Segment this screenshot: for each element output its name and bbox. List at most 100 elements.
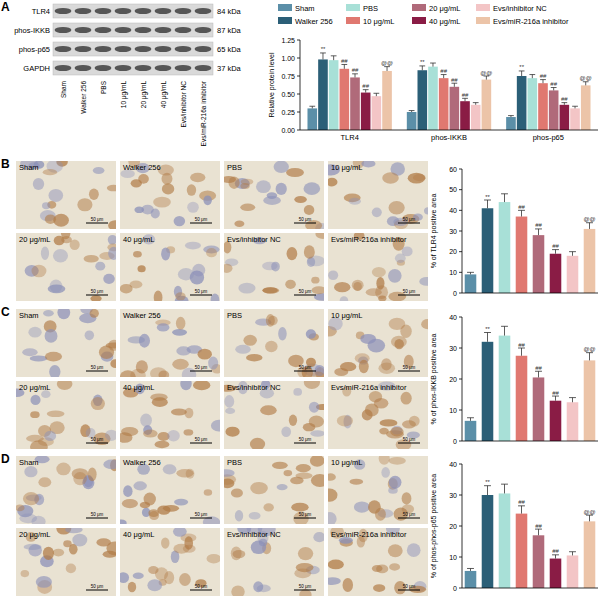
cell <box>225 408 235 414</box>
scale-bar <box>190 443 212 444</box>
error-cap <box>552 554 559 555</box>
cell <box>304 381 320 389</box>
tissue-background <box>16 456 116 524</box>
y-tick-label: 0 <box>453 585 457 592</box>
bar <box>533 235 545 293</box>
cell <box>175 292 185 300</box>
cell <box>161 247 170 260</box>
cell <box>61 233 71 239</box>
y-tick-label: 40 <box>449 314 457 321</box>
error-bar <box>309 106 315 108</box>
bar-annotations: ******##################@@@@@@ <box>321 46 592 102</box>
bar-annotations: **######@@ <box>485 326 595 396</box>
scale-bar <box>190 518 212 519</box>
cell <box>263 196 281 205</box>
error-bar <box>462 98 468 101</box>
blot-band <box>115 8 132 14</box>
error-cap <box>561 102 567 103</box>
y-tick-label: 30 <box>449 345 457 352</box>
bar <box>340 69 350 130</box>
significance-mark: ** <box>485 194 490 200</box>
cell <box>157 323 170 331</box>
western-blot: TLR484 kDaphos-IKKB87 kDaphos-p6565 kDaG… <box>14 4 241 146</box>
error-cap <box>583 81 589 82</box>
figure: ABCDTLR484 kDaphos-IKKB87 kDaphos-p6565 … <box>0 0 603 600</box>
cell <box>22 348 37 356</box>
cell <box>234 220 244 227</box>
cell <box>315 233 324 239</box>
cell <box>379 428 389 435</box>
cell <box>150 367 167 377</box>
cell <box>303 423 316 431</box>
cell <box>84 255 99 263</box>
error-bar <box>586 223 593 229</box>
y-tick-label: 40 <box>449 207 457 214</box>
significance-mark: ## <box>518 342 525 348</box>
error-bar <box>341 64 347 68</box>
scale-bar-label: 50 μm <box>403 289 416 294</box>
cell <box>93 167 105 174</box>
error-bar <box>552 250 559 254</box>
error-bar <box>352 74 358 78</box>
scale-bar <box>190 590 212 591</box>
error-bar <box>535 229 542 235</box>
cell <box>30 355 48 361</box>
cell <box>263 287 278 293</box>
micrograph: 20 μg/mL50 μm <box>9 378 117 453</box>
bar <box>517 76 527 130</box>
panel-letter: C <box>1 305 10 319</box>
lane-label: 20 μg/mL <box>140 81 148 109</box>
significance-mark: ## <box>518 499 525 505</box>
cell <box>89 189 99 200</box>
tissue-background <box>120 528 220 596</box>
error-bar <box>484 333 491 342</box>
bar-annotations: **######@@ <box>485 479 595 554</box>
x-axis <box>300 130 598 131</box>
scale-bar-label: 50 μm <box>299 217 312 222</box>
cell <box>388 269 402 283</box>
cell <box>155 441 170 449</box>
tissue-background <box>120 233 220 301</box>
cell <box>48 189 63 202</box>
micrograph-label: Walker 256 <box>123 163 161 172</box>
cell <box>133 573 144 579</box>
protein-label: phos-IKKB <box>14 26 50 35</box>
cell <box>231 488 243 497</box>
error-cap <box>551 87 557 88</box>
error-stem <box>344 64 345 68</box>
bar <box>584 360 596 441</box>
error-stem <box>486 76 487 80</box>
micrograph: Walker 25650 μm <box>120 156 220 229</box>
panel-letter: A <box>1 0 10 14</box>
micrograph: 40 μg/mL50 μm <box>117 377 226 449</box>
significance-mark: ** <box>321 46 326 52</box>
error-stem <box>589 515 590 521</box>
cell <box>172 329 187 336</box>
cell <box>388 487 397 494</box>
cell <box>381 467 390 478</box>
error-stem <box>504 194 505 202</box>
significance-mark: ## <box>362 83 369 89</box>
significance-mark: ## <box>535 523 542 529</box>
cell <box>23 492 39 505</box>
cell <box>171 409 187 416</box>
cell <box>108 247 116 260</box>
cell <box>314 293 324 301</box>
y-tick <box>459 293 462 294</box>
error-stem <box>572 552 573 556</box>
cell <box>45 352 62 362</box>
error-stem <box>572 398 573 403</box>
cell <box>262 262 278 270</box>
blot-band <box>135 8 152 14</box>
legend-swatch <box>412 4 426 11</box>
micrograph: Sham50 μm <box>16 157 122 230</box>
error-cap <box>569 397 576 398</box>
bar <box>417 70 427 130</box>
cell <box>151 209 160 219</box>
bar <box>482 495 494 588</box>
y-tick <box>459 189 462 190</box>
significance-mark: @@ <box>583 509 595 515</box>
cell <box>224 469 235 477</box>
micrograph: Sham50 μm <box>15 455 120 527</box>
lane-label: Sham <box>60 81 67 98</box>
